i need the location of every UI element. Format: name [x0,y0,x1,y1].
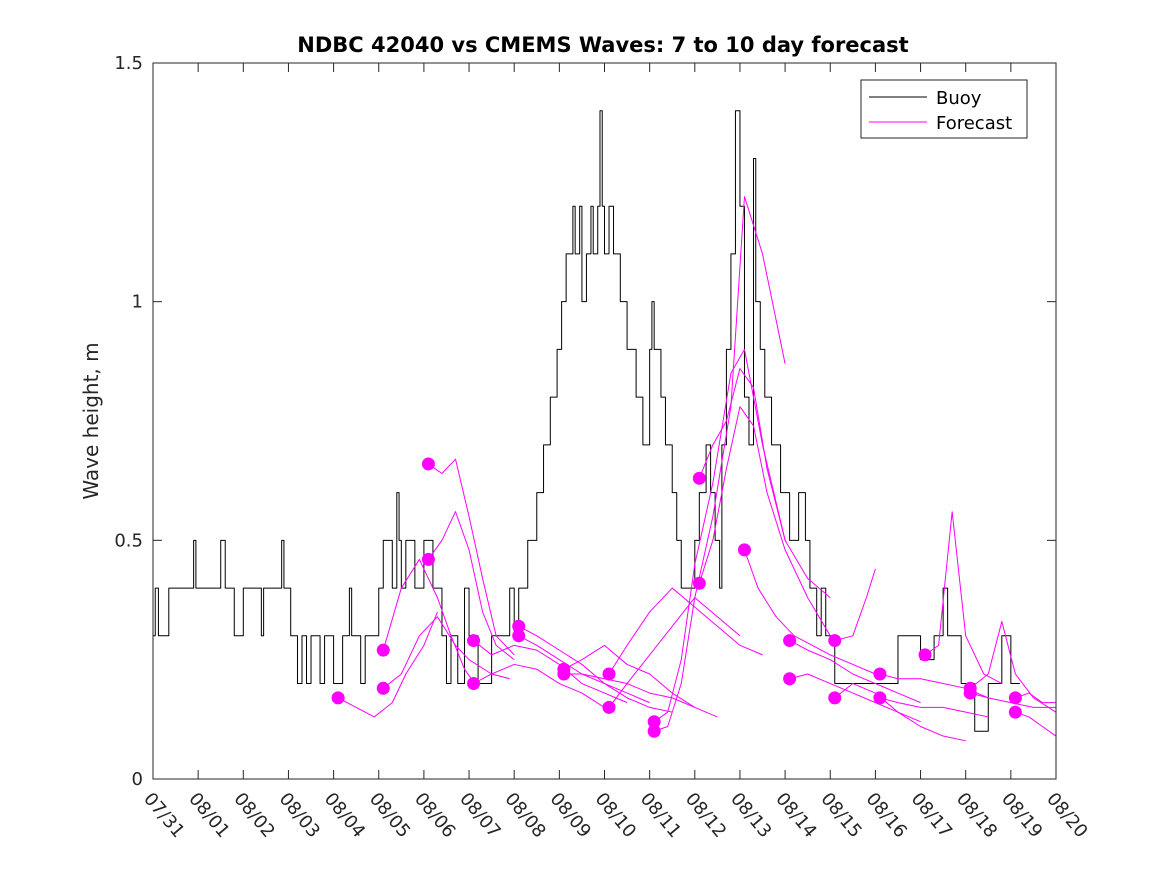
forecast-start-marker [376,643,390,657]
forecast-series-line [834,683,966,742]
forecast-start-marker [421,552,435,566]
forecast-start-marker [421,457,435,471]
forecast-series-line [382,558,479,689]
y-tick-label: 0 [132,769,143,790]
forecast-series-line [879,697,989,718]
forecast-series-line [337,611,438,718]
y-tick-labels: 0 0.5 1 1.5 [114,53,143,790]
buoy-series-line [153,110,1020,732]
forecast-start-marker [783,672,797,686]
forecast-start-marker [467,677,481,691]
forecast-series-line [428,511,515,661]
forecast-series-line [969,620,1057,713]
forecast-series-line [608,587,763,675]
chart-title: NDBC 42040 vs CMEMS Waves: 7 to 10 day f… [297,33,908,57]
forecast-series-line [518,625,673,713]
forecast-start-marker [873,691,887,705]
forecast-start-marker [963,686,977,700]
forecast-start-marker [331,691,345,705]
legend: Buoy Forecast [860,79,1028,139]
forecast-start-marker [828,691,842,705]
legend-buoy-label: Buoy [936,88,982,109]
forecast-start-marker [737,543,751,557]
forecast-start-marker [602,700,616,714]
forecast-series-line [608,597,741,708]
forecast-series-line [1015,711,1057,737]
forecast-start-marker [376,681,390,695]
forecast-start-marker [783,634,797,648]
forecast-series-line [789,640,921,704]
forecast-series-line [428,458,515,656]
forecast-series-line [473,640,628,704]
forecast-start-marker [467,634,481,648]
forecast-start-marker [828,634,842,648]
forecast-series-line [698,406,831,637]
forecast-series-line [970,692,1056,708]
forecast-start-marker [692,471,706,485]
forecast-markers [331,457,1022,738]
forecast-series-line [382,616,510,689]
legend-box [860,79,1028,139]
forecast-start-marker [647,724,661,738]
forecast-series-line [653,196,786,732]
forecast-start-marker [873,667,887,681]
forecast-series-line [834,568,876,642]
forecast-start-marker [602,667,616,681]
y-tick-label: 1 [132,292,143,313]
forecast-series-line [653,348,786,723]
forecast-start-marker [647,715,661,729]
forecast-start-marker [918,648,932,662]
y-tick-label: 0.5 [114,530,143,551]
forecast-start-marker [512,629,526,643]
y-axis-label: Wave height, m [79,342,103,499]
forecast-series-line [698,367,831,598]
forecast-start-marker [692,576,706,590]
plot-area-border [152,62,1057,780]
legend-forecast-label: Forecast [936,113,1012,134]
y-tick-label: 1.5 [114,53,143,74]
forecast-start-marker [1008,705,1022,719]
forecast-series-line [743,549,876,675]
forecast-start-marker [557,667,571,681]
forecast-series-line [473,663,605,708]
forecast-start-marker [512,619,526,633]
forecast-start-marker [1008,691,1022,705]
forecast-series-line [1015,692,1056,704]
